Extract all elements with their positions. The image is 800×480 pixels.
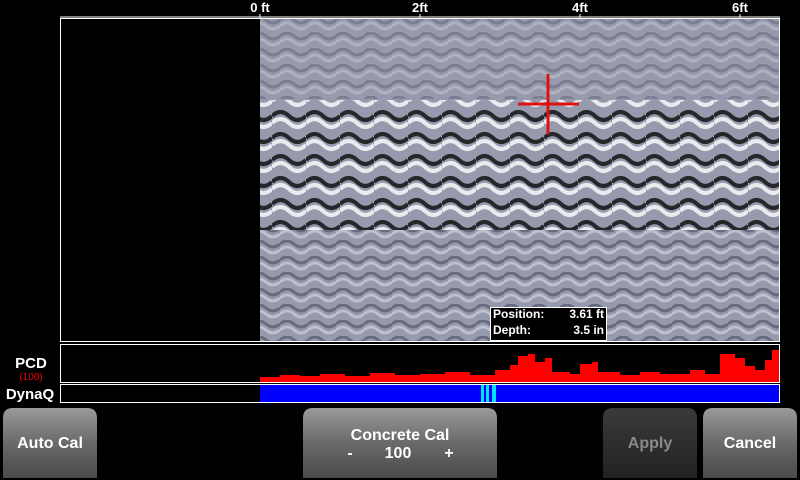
button-label: Auto Cal xyxy=(17,435,83,452)
cancel-button[interactable]: Cancel xyxy=(703,408,797,478)
button-label: Apply xyxy=(628,435,673,452)
cal-value: 100 xyxy=(385,445,412,462)
tick-label: 0 ft xyxy=(250,0,270,15)
pcd-gain: (100) xyxy=(19,372,42,383)
increment[interactable]: + xyxy=(444,445,453,462)
dynaq-label: DynaQ xyxy=(6,386,55,403)
dynaq-marker xyxy=(486,385,489,402)
button-label: Cancel xyxy=(724,435,776,452)
auto-cal-button[interactable]: Auto Cal xyxy=(3,408,97,478)
radargram: Position: 3.61 ft Depth: 3.5 in xyxy=(60,18,780,342)
position-value: 3.61 ft xyxy=(569,307,604,321)
tick-label: 6ft xyxy=(732,0,749,15)
apply-button: Apply xyxy=(603,408,697,478)
concrete-cal-button[interactable]: Concrete Cal - 100 + xyxy=(303,408,497,478)
depth-label: Depth: xyxy=(493,323,531,337)
dynaq-panel: DynaQ xyxy=(6,384,780,403)
button-label: Concrete Cal xyxy=(351,427,450,444)
tick-label: 2ft xyxy=(412,0,429,15)
distance-axis: 0 ft 2ft 4ft 6ft xyxy=(60,0,780,26)
pcd-label: PCD xyxy=(15,355,47,372)
position-label: Position: xyxy=(493,307,544,321)
tick-label: 4ft xyxy=(572,0,589,15)
pcd-panel: PCD (100) xyxy=(15,344,780,383)
dynaq-marker xyxy=(481,385,484,402)
pcd-trace xyxy=(260,350,779,382)
scan-texture xyxy=(260,19,779,99)
readout-box xyxy=(490,307,607,341)
dynaq-marker xyxy=(492,385,496,402)
decrement[interactable]: - xyxy=(347,445,352,462)
scan-reflections xyxy=(260,100,779,230)
dynaq-bar xyxy=(260,385,779,402)
depth-value: 3.5 in xyxy=(573,323,604,337)
readout: Position: 3.61 ft Depth: 3.5 in xyxy=(490,307,607,341)
crosshair xyxy=(518,74,579,134)
